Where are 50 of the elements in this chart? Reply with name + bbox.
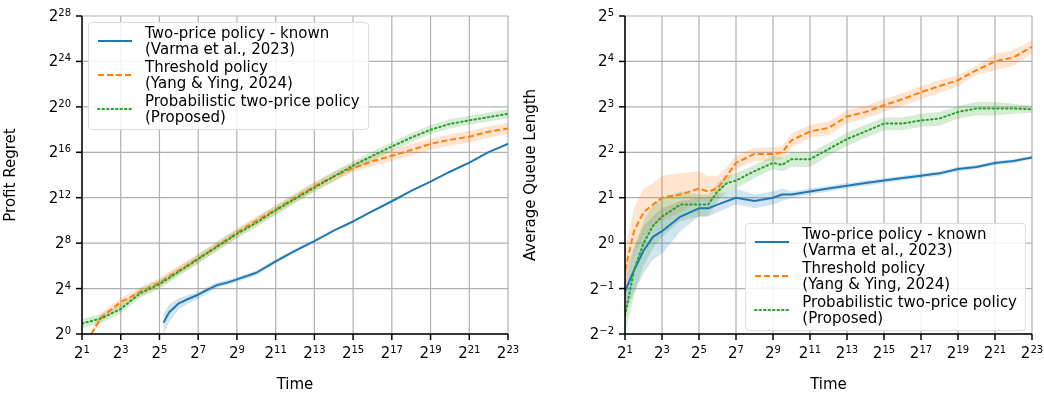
x-tick-label: 2$^{7}$	[190, 343, 207, 362]
x-tick-label: 2$^{23}$	[496, 343, 520, 362]
legend-label: Two-price policy - known (Varma et al., 2023)	[802, 225, 987, 259]
x-tick-label: 2$^{21}$	[983, 343, 1007, 362]
x-tick-label: 2$^{17}$	[380, 343, 403, 362]
legend-label: Two-price policy - known (Varma et al., 2023)	[145, 24, 330, 58]
y-tick-label: 2$^{12}$	[48, 188, 71, 207]
y-tick-label: 2$^{0}$	[55, 324, 71, 343]
x-tick-label: 2$^{9}$	[228, 343, 245, 362]
x-tick-label: 2$^{1}$	[617, 343, 633, 362]
legend-label: Threshold policy (Yang & Ying, 2024)	[145, 58, 293, 92]
y-axis-title: Profit Regret	[1, 128, 20, 222]
y-tick-label: 2$^{4}$	[55, 279, 71, 298]
legend-label: Probabilistic two-price policy (Proposed)	[802, 293, 1017, 327]
x-tick-label: 2$^{19}$	[419, 343, 442, 362]
y-tick-label: 2$^{−1}$	[589, 279, 614, 298]
x-tick-label: 2$^{21}$	[458, 343, 481, 362]
y-tick-label: 2$^{24}$	[48, 51, 71, 71]
legend-label: Threshold policy (Yang & Ying, 2024)	[802, 259, 951, 293]
x-axis-title: Time	[809, 375, 847, 393]
x-tick-label: 2$^{9}$	[765, 343, 781, 362]
y-tick-label: 2$^{16}$	[48, 142, 71, 162]
y-tick-label: 2$^{28}$	[48, 6, 71, 25]
x-tick-label: 2$^{15}$	[341, 343, 365, 362]
y-tick-label: 2$^{4}$	[598, 51, 614, 71]
y-tick-label: 2$^{1}$	[598, 188, 614, 207]
x-tick-label: 2$^{11}$	[264, 343, 287, 362]
y-tick-label: 2$^{8}$	[55, 233, 71, 253]
x-axis-title: Time	[275, 375, 314, 393]
y-tick-label: 2$^{−2}$	[589, 324, 614, 343]
x-tick-label: 2$^{23}$	[1020, 343, 1044, 362]
legend-label: Probabilistic two-price policy (Proposed)	[145, 92, 360, 126]
x-tick-label: 2$^{17}$	[909, 343, 933, 362]
x-tick-label: 2$^{13}$	[835, 343, 859, 362]
x-tick-label: 2$^{11}$	[798, 343, 822, 362]
y-tick-label: 2$^{2}$	[598, 142, 614, 162]
y-tick-label: 2$^{5}$	[598, 6, 614, 25]
x-tick-label: 2$^{13}$	[303, 343, 326, 362]
x-tick-label: 2$^{3}$	[654, 343, 670, 362]
y-axis-title: Average Queue Length	[521, 88, 540, 262]
x-tick-label: 2$^{7}$	[728, 343, 744, 362]
x-tick-label: 2$^{15}$	[872, 343, 896, 362]
y-tick-label: 2$^{0}$	[598, 233, 614, 253]
y-tick-label: 2$^{20}$	[48, 97, 71, 116]
x-tick-label: 2$^{5}$	[151, 343, 168, 362]
x-tick-label: 2$^{5}$	[691, 343, 707, 362]
x-tick-label: 2$^{3}$	[112, 343, 129, 362]
y-tick-label: 2$^{3}$	[598, 97, 614, 116]
x-tick-label: 2$^{19}$	[946, 343, 970, 362]
x-tick-label: 2$^{1}$	[74, 343, 90, 362]
